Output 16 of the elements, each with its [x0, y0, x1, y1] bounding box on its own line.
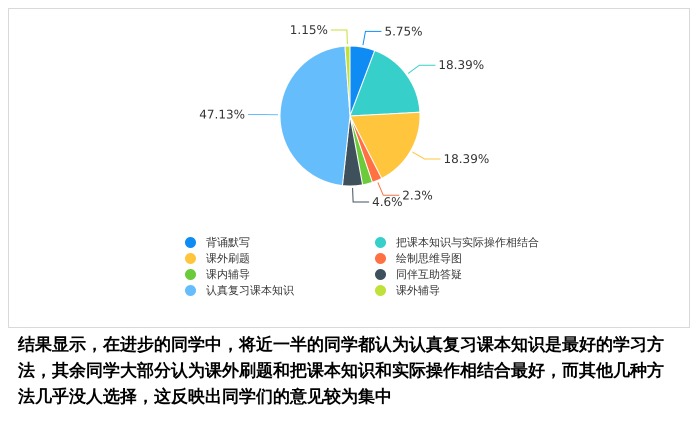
legend-label: 课外辅导: [396, 282, 440, 298]
legend-label: 认真复习课本知识: [206, 282, 294, 298]
data-label: 5.75%: [384, 24, 423, 38]
legend-label: 把课本知识与实际操作相结合: [396, 234, 539, 250]
data-label: 47.13%: [199, 107, 246, 122]
legend-label: 课外刷题: [206, 250, 250, 266]
data-label: 1.15%: [290, 23, 328, 38]
legend-label: 背诵默写: [206, 234, 250, 250]
data-label: 18.39%: [443, 152, 490, 166]
text: 结果显示，在进步的同学中，将近一半的同学都认为认真复习课本知识是最好的学习方法，其余同学大部分认为课外刷题和把课本知识和实际操作相结合最好，而其他几种方法几乎没人选择，这反映出同学们的意见较为集中: [18, 334, 665, 409]
legend-label: 绘制思维导图: [396, 250, 462, 266]
data-label: 2.3%: [402, 188, 433, 202]
legend-label: 同伴互助答疑: [396, 266, 462, 282]
legend-label: 课内辅导: [206, 266, 250, 282]
data-label: 4.6%: [372, 194, 403, 209]
data-label: 18.39%: [438, 58, 484, 72]
